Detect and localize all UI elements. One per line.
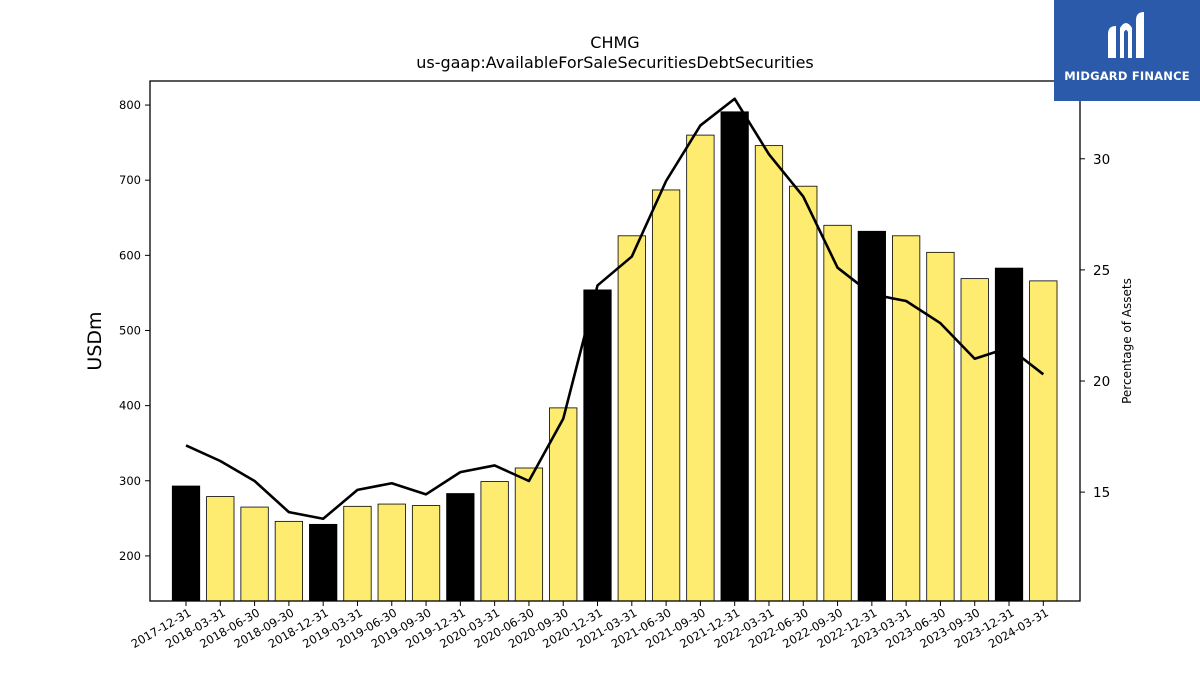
brand-logo: MIDGARD FINANCE (1054, 0, 1200, 101)
chart-subtitle: us-gaap:AvailableForSaleSecuritiesDebtSe… (416, 53, 814, 72)
plot-frame (149, 80, 1081, 602)
bar (926, 251, 955, 602)
bar (343, 505, 372, 602)
bar (206, 496, 235, 602)
y-tick-label: 400 (119, 399, 141, 413)
bar (651, 189, 681, 602)
y-tick-label: 500 (119, 323, 141, 337)
bar (377, 503, 406, 602)
bar (446, 493, 475, 602)
bar (480, 481, 509, 602)
bar (514, 467, 544, 602)
logo-text: MIDGARD FINANCE (1064, 69, 1190, 83)
y-tick-label: 600 (119, 248, 141, 262)
bar (583, 289, 612, 602)
y-axis-label: USDm (84, 311, 106, 370)
y2-tick-label: 15 (1093, 485, 1110, 501)
bar (823, 224, 852, 602)
bar (686, 134, 715, 602)
y2-tick-label: 30 (1093, 152, 1110, 168)
series-line (185, 97, 1045, 521)
bar (789, 185, 818, 602)
y-tick-label: 300 (119, 474, 141, 488)
y2-axis-label: Percentage of Assets (1120, 278, 1134, 404)
bar (549, 407, 578, 602)
bar (274, 520, 304, 602)
y-tick-label: 700 (119, 173, 141, 187)
bar (892, 235, 921, 602)
bar (411, 505, 441, 602)
y-tick-label: 800 (119, 98, 141, 112)
bar (309, 523, 338, 602)
midgard-logo-icon (1108, 12, 1144, 58)
bar (754, 145, 784, 602)
bar (994, 267, 1024, 602)
bar (617, 235, 646, 602)
bar (240, 506, 269, 602)
y-tick-label: 200 (119, 549, 141, 563)
y2-tick-label: 25 (1093, 263, 1110, 279)
bar (1029, 280, 1058, 602)
bar (720, 111, 749, 602)
bar (960, 278, 989, 602)
y2-tick-label: 20 (1093, 374, 1110, 390)
chart-title: CHMG (590, 33, 640, 52)
bar (171, 485, 201, 602)
